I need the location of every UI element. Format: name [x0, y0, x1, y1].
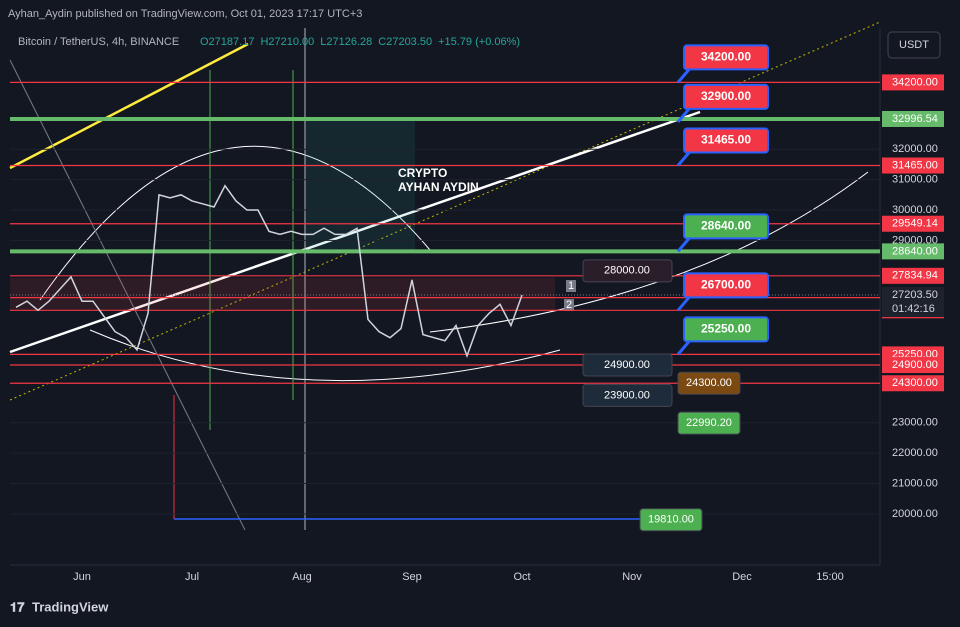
- callout-box: [683, 316, 769, 343]
- price-tag-label: 28640.00: [892, 245, 938, 257]
- callout-label: 32900.00: [701, 89, 751, 103]
- callout-pointer: [676, 67, 692, 84]
- price-tag-label: 29549.14: [892, 218, 938, 230]
- ohlc-value: C27203.50: [378, 36, 432, 48]
- currency[interactable]: USDT: [899, 39, 929, 51]
- chart-title: Bitcoin / TetherUS, 4h, BINANCE: [18, 36, 179, 48]
- price-tag-label: 34200.00: [892, 76, 938, 88]
- footer-logo: 𝟏𝟕: [10, 599, 25, 614]
- marker: 2: [566, 299, 572, 311]
- y-tick-label: 20000.00: [892, 508, 938, 520]
- y-tick-label: 23000.00: [892, 417, 938, 429]
- callout-pointer: [676, 339, 692, 356]
- price-line: [15, 184, 523, 359]
- x-tick-label: Sep: [402, 571, 422, 583]
- price-tag: [882, 357, 944, 374]
- y-tick-label: 29000.00: [892, 234, 938, 246]
- ohlc-value: L27126.28: [320, 36, 372, 48]
- y-tick-label: 30000.00: [892, 204, 938, 216]
- x-tick-label: 15:00: [816, 571, 844, 583]
- price-tag: [882, 74, 944, 91]
- callout-pointer: [676, 236, 692, 253]
- y-tick-label: 22000.00: [892, 447, 938, 459]
- callout-label: 26700.00: [701, 277, 751, 291]
- price-tag: [882, 157, 944, 174]
- y-tick-label: 21000.00: [892, 477, 938, 489]
- last-price-label: 27203.50: [892, 289, 938, 301]
- x-tick-label: Dec: [732, 571, 752, 583]
- x-tick-label: Jun: [73, 571, 91, 583]
- callout-box: [683, 272, 769, 299]
- price-tag: [882, 267, 944, 284]
- ohlc-value: H27210.00: [260, 36, 314, 48]
- callout-pointer: [676, 295, 692, 312]
- x-tick-label: Oct: [513, 571, 530, 583]
- price-tag-label: 31465.00: [892, 159, 938, 171]
- price-tag: [882, 375, 944, 392]
- note-box: [582, 383, 673, 407]
- price-tag: [882, 243, 944, 260]
- price-tag-label: 32996.54: [892, 113, 938, 125]
- x-tick-label: Jul: [185, 571, 199, 583]
- countdown: 01:42:16: [892, 303, 935, 315]
- callout-pointer: [676, 106, 692, 123]
- callout-box: [683, 213, 769, 240]
- note-box: [582, 353, 673, 377]
- note-label: 24300.00: [686, 377, 732, 389]
- marker-box: [566, 280, 576, 292]
- callout-label: 34200.00: [701, 50, 751, 64]
- marker: 1: [568, 280, 574, 292]
- marker-box: [564, 299, 574, 311]
- price-tag-label: 24900.00: [892, 359, 938, 371]
- x-tick-label: Aug: [292, 571, 312, 583]
- note-label: 24900.00: [604, 359, 650, 371]
- note-box: [677, 371, 741, 395]
- note-box: [677, 411, 741, 435]
- price-tag: [882, 110, 944, 127]
- y-tick-label: 31000.00: [892, 174, 938, 186]
- price-tag-label: 24300.00: [892, 377, 938, 389]
- price-tag-label: 27834.94: [892, 270, 938, 282]
- callout-pointer: [676, 150, 692, 167]
- currency-button[interactable]: [887, 31, 941, 59]
- last-price-tag: [882, 287, 944, 318]
- note-label: 19810.00: [648, 514, 694, 526]
- price-tag: [882, 215, 944, 232]
- note-label: 22990.20: [686, 417, 732, 429]
- x-tick-label: Nov: [622, 571, 642, 583]
- callout-box: [683, 44, 769, 71]
- callout-box: [683, 127, 769, 154]
- callout-label: 25250.00: [701, 322, 751, 336]
- note-label: 23900.00: [604, 389, 650, 401]
- callout-label: 31465.00: [701, 133, 751, 147]
- note-box: [639, 508, 703, 532]
- ohlc-value: O27187.17: [200, 36, 254, 48]
- ohlc-value: +15.79 (+0.06%): [438, 36, 520, 48]
- note-box: [582, 259, 673, 283]
- watermark: CRYPTO: [398, 166, 447, 180]
- publisher: Ayhan_Aydin published on TradingView.com…: [8, 8, 362, 20]
- watermark: AYHAN AYDIN: [398, 180, 479, 194]
- callout-label: 28640.00: [701, 219, 751, 233]
- y-tick-label: 32000.00: [892, 143, 938, 155]
- note-label: 28000.00: [604, 265, 650, 277]
- footer-brand: TradingView: [32, 599, 109, 614]
- callout-box: [683, 83, 769, 110]
